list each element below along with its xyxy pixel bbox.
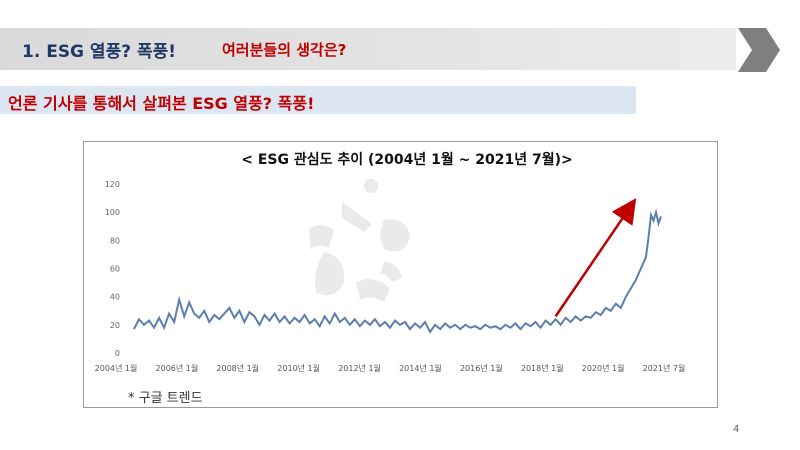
chart-panel: < ESG 관심도 추이 (2004년 1월 ~ 2021년 7월)> 0 20 4… [83, 141, 718, 408]
line-chart: < ESG 관심도 추이 (2004년 1월 ~ 2021년 7월)> 0 20 4… [95, 151, 686, 373]
x-tick-label: 2014년 1월 [399, 363, 442, 373]
y-tick-label: 0 [115, 349, 120, 358]
watermark-logo [309, 179, 410, 302]
x-tick-label: 2020년 1월 [582, 363, 625, 373]
x-tick-label: 2010년 1월 [277, 363, 320, 373]
header-band [0, 28, 780, 72]
x-tick-label: 2018년 1월 [521, 363, 564, 373]
chart-title: < ESG 관심도 추이 (2004년 1월 ~ 2021년 7월)> [241, 151, 572, 168]
y-tick-label: 20 [110, 321, 120, 330]
x-tick-label: 2021년 7월 [643, 363, 686, 373]
x-tick-label: 2004년 1월 [95, 363, 138, 373]
y-tick-label: 40 [110, 293, 120, 302]
source-footnote: * 구글 트렌드 [128, 391, 203, 406]
series-line [133, 208, 662, 334]
x-tick-label: 2012년 1월 [338, 363, 381, 373]
x-tick-label: 2006년 1월 [156, 363, 199, 373]
page-title: 1. ESG 열풍? 폭풍! [22, 42, 177, 62]
y-tick-label: 80 [110, 236, 120, 245]
x-tick-label: 2016년 1월 [460, 363, 503, 373]
y-tick-label: 60 [110, 265, 120, 274]
y-tick-label: 120 [105, 180, 120, 189]
chevron-right-icon [738, 28, 780, 72]
y-tick-label: 100 [105, 208, 120, 217]
header-band-bar [0, 28, 736, 70]
page-number: 4 [733, 424, 740, 435]
header-band-graphic [0, 28, 780, 72]
subheading-text: 언론 기사를 통해서 살펴본 ESG 열풍? 폭풍! [8, 94, 315, 113]
subheading-bar: 언론 기사를 통해서 살펴본 ESG 열풍? 폭풍! [0, 86, 636, 114]
page-subtitle: 여러분들의 생각은? [222, 41, 347, 59]
x-tick-label: 2008년 1월 [216, 363, 259, 373]
trend-arrow [554, 198, 637, 318]
